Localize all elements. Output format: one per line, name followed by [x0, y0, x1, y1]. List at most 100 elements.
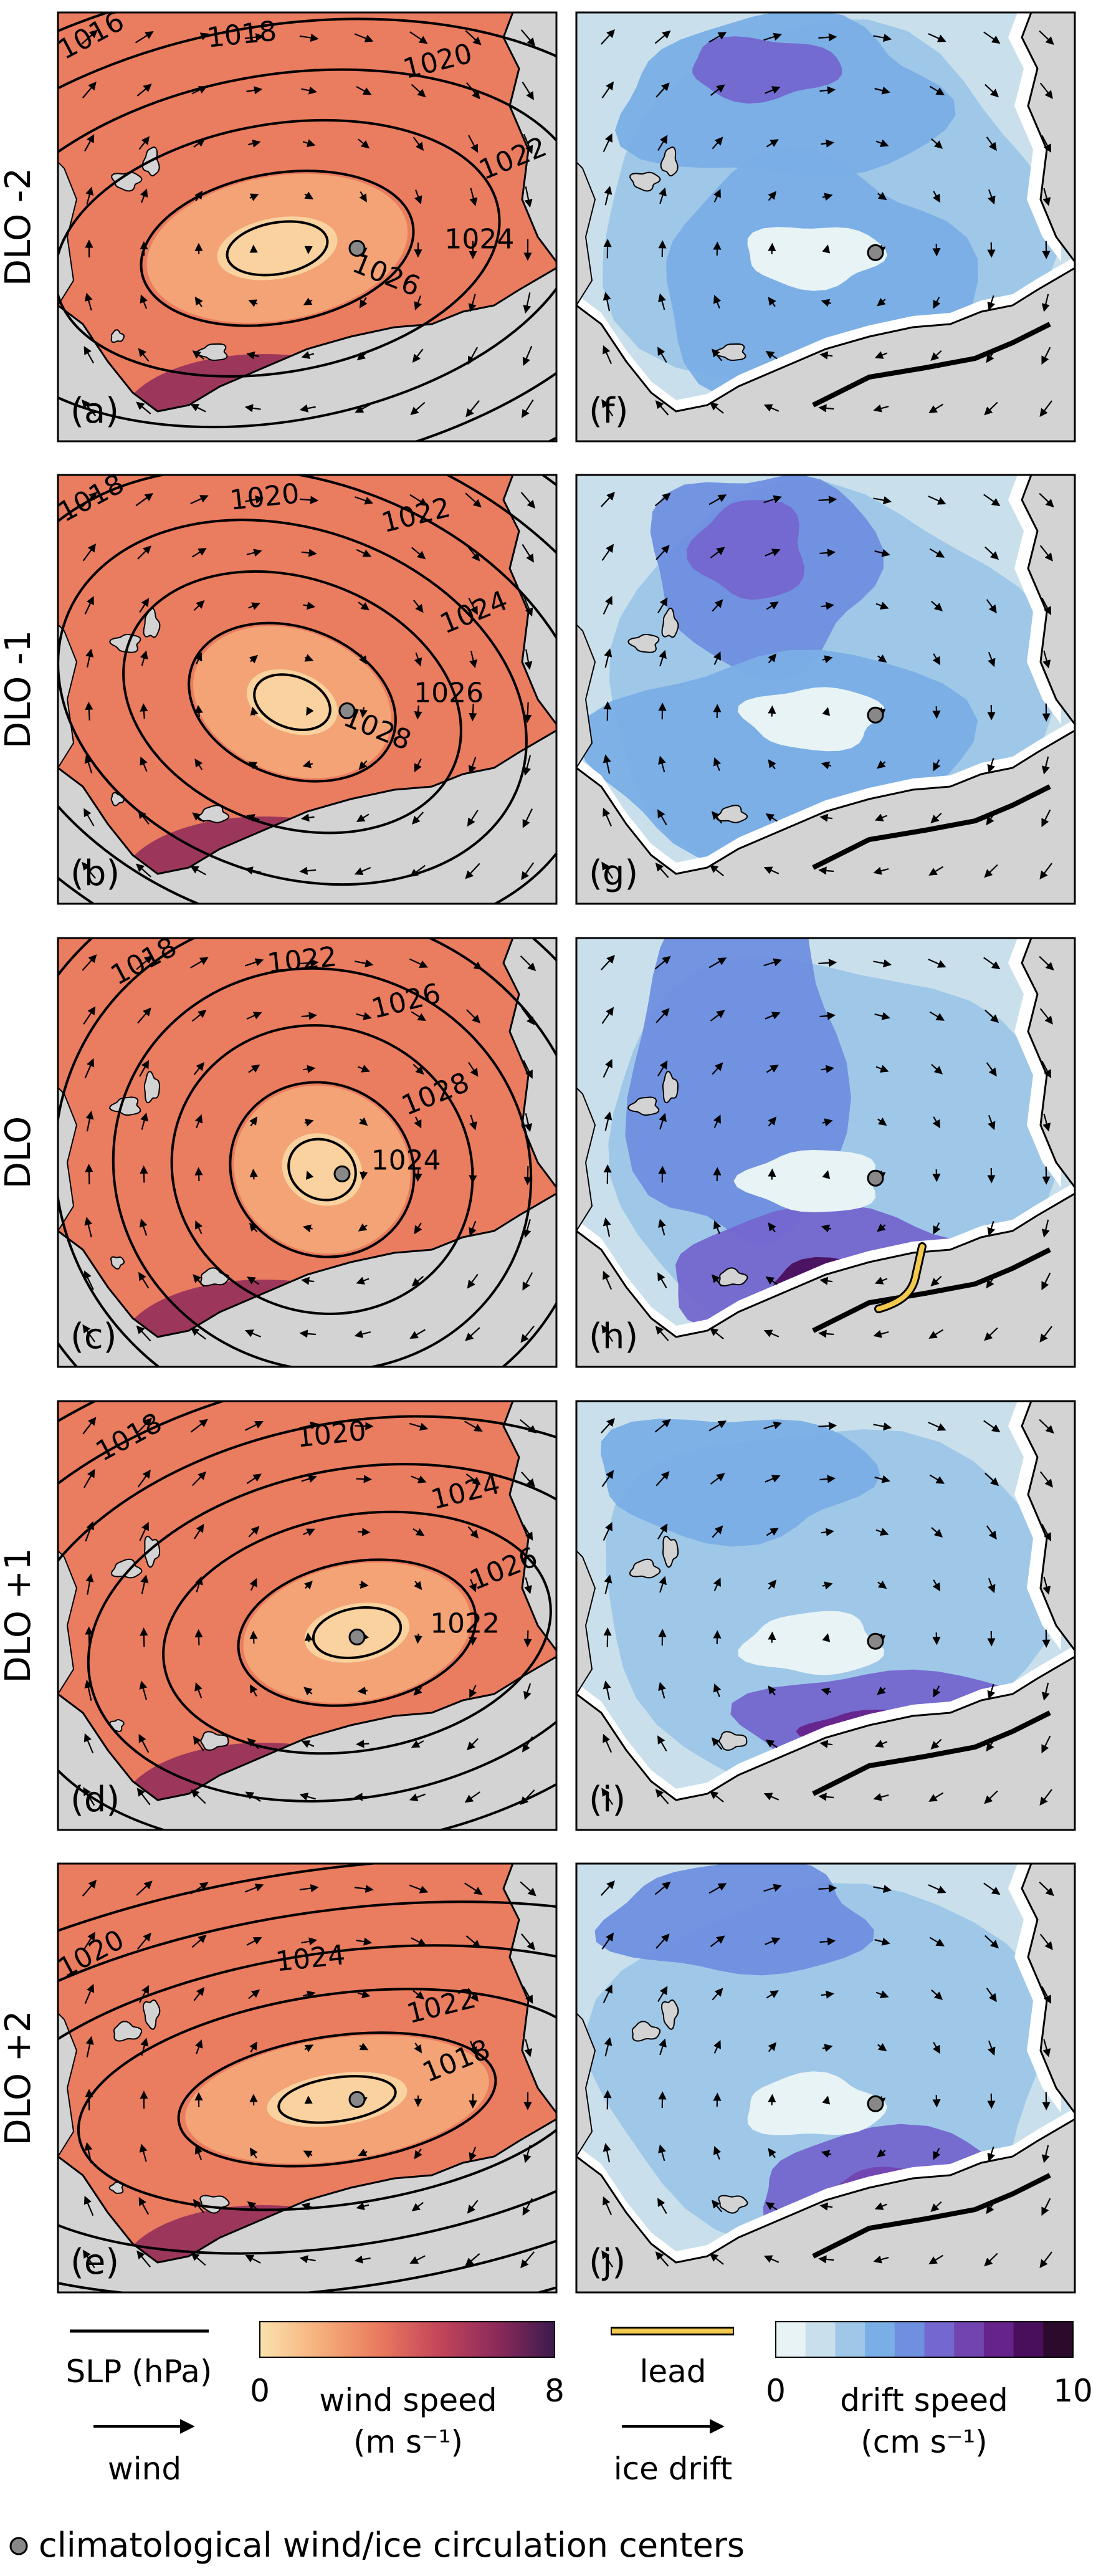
ice-drift-arrow [873, 866, 889, 875]
wind-arrow [467, 810, 479, 827]
ice-drift-arrow [873, 496, 892, 505]
wind-arrow [249, 1169, 258, 1180]
ice-drift-arrow [768, 1116, 777, 1127]
low-drift-zone [747, 2071, 887, 2135]
ice-drift-arrow [654, 1419, 671, 1433]
ice-drift-arrow [821, 2150, 832, 2158]
ice-drift-arrow [713, 294, 722, 309]
ice-drift-arrow [712, 1988, 723, 2001]
slp-legend-label: SLP (hPa) [66, 2353, 212, 2390]
ice-drift-arrow [709, 1791, 724, 1803]
row-label: DLO +2 [0, 2011, 39, 2146]
ice-drift-arrow [603, 1733, 613, 1753]
wind-arrow [139, 598, 150, 613]
wind-arrow [469, 188, 478, 206]
coastline-feature [812, 784, 1051, 870]
wind-arrow [246, 1937, 262, 1946]
ice-drift-arrow [712, 136, 723, 150]
ice-drift-arrow [713, 189, 721, 203]
wind-arrow [85, 701, 93, 721]
ice-drift-arrow [710, 1473, 725, 1485]
ice-drift-arrow [655, 82, 670, 98]
ice-drift-arrow [603, 133, 613, 153]
ice-drift-arrow [766, 1528, 779, 1536]
wind-arrow [469, 1220, 477, 1237]
ice-drift-arrow [766, 601, 779, 610]
wind-cbar-title: wind speed [319, 2382, 497, 2418]
ice-drift-arrow [710, 84, 725, 96]
ice-drift-arrow [1039, 1419, 1054, 1434]
ice-drift-arrow [930, 350, 942, 362]
wind-arrow [469, 1632, 477, 1646]
wind-speed-colorbar [259, 2321, 555, 2358]
wind-arrow [358, 2148, 368, 2157]
ice-drift-arrow [768, 1222, 776, 1233]
wind-arrow [468, 294, 477, 312]
wind-arrow [520, 492, 536, 509]
wind-arrow [82, 543, 97, 562]
isobar-contour [277, 2075, 397, 2124]
panel-frame [575, 1400, 1076, 1831]
ice-drift-arrow [601, 1788, 614, 1806]
ice-drift-arrow [712, 599, 723, 612]
ice-drift-arrow [931, 138, 943, 149]
ice-drift-arrow [819, 548, 836, 557]
ice-drift-arrow [986, 348, 996, 363]
ice-drift-arrow [984, 1472, 999, 1487]
ice-drift-arrow [1039, 1326, 1052, 1343]
isobar-contour [177, 2031, 497, 2168]
ice-drift-arrow [768, 1631, 776, 1643]
drift-cbar-level [776, 2322, 806, 2357]
wind-arrow [411, 1937, 427, 1946]
wind-arrow [469, 1114, 477, 1131]
wind-arrow [359, 1580, 369, 1589]
ice-drift-arrow [822, 1170, 831, 1179]
wind-arrow [356, 85, 372, 95]
ice-drift-panel [576, 1401, 1075, 1830]
ice-drift-arrow [875, 1990, 889, 1998]
wind-arrow [409, 1422, 429, 1431]
drift-cbar-level [983, 2322, 1014, 2357]
wind-arrow [414, 1222, 422, 1235]
land-left [58, 623, 78, 769]
ice-drift-panel [576, 12, 1075, 441]
wind-arrow [469, 704, 477, 722]
wind-arrow [194, 652, 203, 664]
ice-drift-arrow [873, 2255, 889, 2264]
ice-drift-arrow [928, 2254, 944, 2264]
wind-arrow [244, 866, 262, 875]
wind-arrow [244, 1884, 264, 1893]
land-right [502, 1864, 556, 2115]
land-right [502, 12, 556, 264]
wind-arrow [246, 351, 260, 360]
ice-drift-arrow [984, 401, 998, 416]
ice-drift-arrow [932, 1116, 941, 1129]
ice-drift-arrow [822, 707, 831, 716]
isobar-label: 1022 [430, 1608, 500, 1640]
ice-drift-arrow [1041, 1219, 1050, 1238]
ice-drift-arrow [601, 81, 614, 98]
wind-arrow [304, 2044, 314, 2052]
ice-drift-arrow [765, 1937, 781, 1945]
wind-arrow [522, 543, 534, 563]
wind-arrow [82, 861, 97, 879]
wind-arrow [523, 702, 532, 723]
ice-drift-arrow [765, 351, 778, 360]
wind-arrow [356, 1740, 369, 1748]
wind-arrow [191, 1009, 207, 1022]
wind-arrow [194, 1523, 204, 1539]
wind-arrow [523, 1524, 533, 1541]
wind-arrow [520, 1881, 536, 1897]
isobar-contour [226, 220, 329, 277]
wind-arrow [85, 1626, 93, 1648]
ice-drift-arrow [604, 2037, 613, 2057]
wind-arrow [85, 1573, 94, 1595]
ice-drift-arrow [654, 492, 671, 507]
ice-drift-arrow [709, 864, 724, 876]
wind-arrow [83, 808, 95, 826]
wind-arrow [244, 1329, 262, 1338]
land-right [502, 938, 556, 1189]
ice-drift-arrow [983, 957, 1001, 970]
